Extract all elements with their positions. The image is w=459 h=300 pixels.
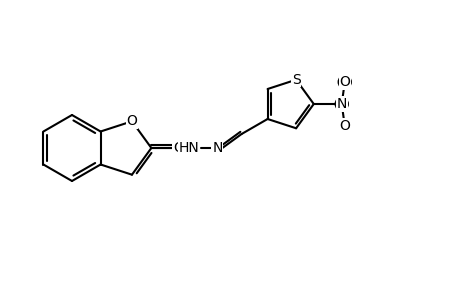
Text: HN: HN <box>179 141 199 155</box>
Text: O: O <box>339 75 349 89</box>
Text: N: N <box>212 141 222 155</box>
Text: S: S <box>291 73 300 87</box>
Text: O: O <box>173 141 184 155</box>
Text: O: O <box>339 119 349 133</box>
Text: N: N <box>336 97 346 111</box>
Text: O: O <box>126 114 137 128</box>
